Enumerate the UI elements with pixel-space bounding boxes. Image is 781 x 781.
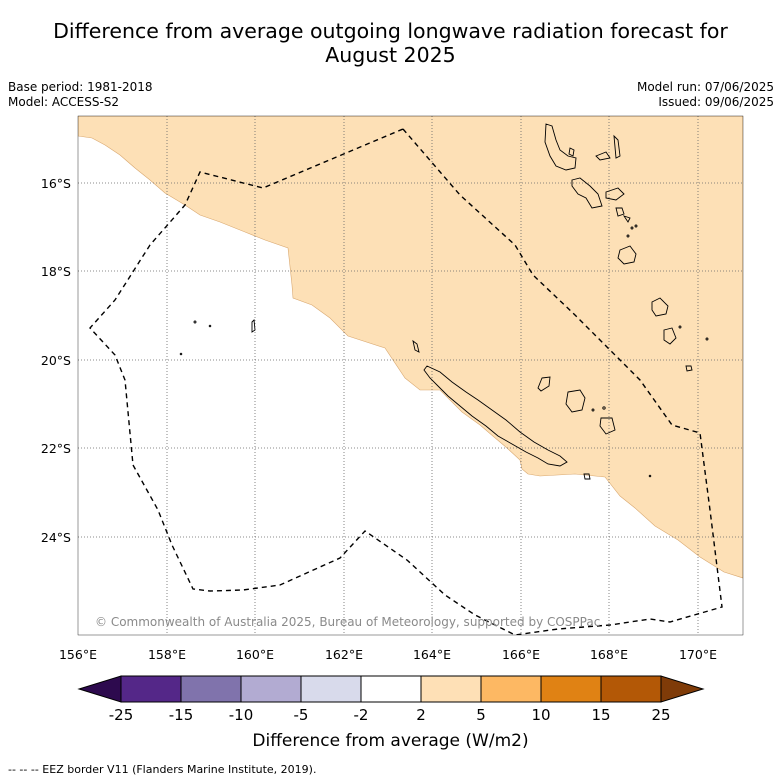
copyright-text: © Commonwealth of Australia 2025, Bureau… — [95, 615, 600, 629]
colorbar-segment — [540, 675, 602, 703]
lon-label: 158°E — [148, 647, 186, 662]
colorbar-segment — [600, 675, 662, 703]
colorbar-label: -25 — [108, 706, 134, 724]
colorbar-segment — [300, 675, 362, 703]
chesterfield-reef-islet — [193, 320, 197, 324]
colorbar-label: 2 — [416, 706, 426, 724]
issued-date-text: Issued: 09/06/2025 — [658, 95, 774, 109]
coastlines — [179, 123, 709, 480]
colorbar-segment — [240, 675, 302, 703]
islet — [634, 224, 638, 228]
malekula-coastline — [571, 177, 603, 209]
run-info: Model run: 07/06/2025 Issued: 09/06/2025 — [637, 80, 774, 110]
erromango-coastline — [651, 297, 669, 317]
map-title: Difference from average outgoing longwav… — [0, 19, 781, 67]
colorbar-label: 5 — [476, 706, 486, 724]
new-caledonia-coastline — [423, 365, 568, 467]
ouvea-coastline — [537, 376, 551, 392]
map-area: © Commonwealth of Australia 2025, Bureau… — [78, 116, 743, 635]
colorbar-label: 10 — [531, 706, 551, 724]
lon-label: 170°E — [679, 647, 717, 662]
aneityum-coastline — [685, 365, 693, 372]
colorbar-label: 15 — [591, 706, 611, 724]
title-line-2: August 2025 — [325, 43, 456, 67]
colorbar-segment — [180, 675, 242, 703]
islet — [602, 406, 606, 410]
pentecost-coastline — [595, 151, 611, 161]
isle-of-pines-coastline — [583, 473, 591, 480]
mare-coastline — [599, 417, 616, 435]
colorbar-label: -10 — [228, 706, 254, 724]
lon-label: 168°E — [590, 647, 628, 662]
colorbar-segment — [480, 675, 542, 703]
colorbar-label: -5 — [293, 706, 309, 724]
colorbar-segment — [120, 675, 182, 703]
belep-islands-coastline — [412, 339, 420, 353]
lon-label: 162°E — [325, 647, 363, 662]
colorbar-segment — [420, 675, 482, 703]
eez-legend-text: -- -- -- EEZ border V11 (Flanders Marine… — [8, 763, 317, 776]
base-period-text: Base period: 1981-2018 — [8, 80, 153, 94]
malo-coastline — [568, 147, 575, 157]
colorbar — [77, 675, 705, 703]
colorbar-max-extend — [660, 675, 705, 703]
ambrym-coastline — [605, 187, 625, 201]
efate-coastline — [617, 245, 637, 265]
tiga-islet — [591, 408, 595, 412]
chesterfield-reef-islet — [208, 324, 212, 328]
islet — [626, 234, 630, 238]
lon-label: 156°E — [59, 647, 97, 662]
bellona-reef-islet — [179, 352, 183, 356]
model-info: Base period: 1981-2018 Model: ACCESS-S2 — [8, 80, 153, 110]
aniwa-islet — [678, 325, 682, 329]
maewo-coastline — [613, 134, 621, 159]
model-run-text: Model run: 07/06/2025 — [636, 80, 774, 94]
espiritu-santo-coastline — [544, 123, 577, 171]
lat-label: 18°S — [41, 264, 71, 279]
colorbar-min-extend — [77, 675, 122, 703]
lat-label: 24°S — [41, 530, 71, 545]
futuna-islet — [705, 337, 709, 341]
colorbar-label: 25 — [651, 706, 671, 724]
epi-coastline — [615, 207, 625, 217]
lon-label: 166°E — [502, 647, 540, 662]
graticule — [78, 116, 743, 635]
shepherd-islands-coastline — [622, 215, 631, 223]
colorbar-title: Difference from average (W/m2) — [252, 731, 529, 751]
lat-label: 16°S — [41, 176, 71, 191]
map-frame — [77, 115, 744, 636]
islet — [630, 226, 634, 230]
walpole-islet — [648, 474, 652, 478]
title-line-1: Difference from average outgoing longwav… — [53, 19, 728, 43]
eez-border — [89, 128, 723, 635]
lat-label: 20°S — [41, 353, 71, 368]
chesterfield-islet — [251, 319, 256, 333]
anomaly-region-2-to-5 — [78, 116, 743, 579]
latitude-labels: 16°S 18°S 20°S 22°S 24°S — [41, 176, 71, 545]
tanna-coastline — [663, 327, 677, 345]
lat-label: 22°S — [41, 441, 71, 456]
lon-label: 160°E — [236, 647, 274, 662]
colorbar-segment — [360, 675, 422, 703]
lifou-coastline — [565, 389, 586, 413]
model-name-text: Model: ACCESS-S2 — [8, 95, 120, 109]
colorbar-label: -15 — [168, 706, 194, 724]
longitude-labels: 156°E 158°E 160°E 162°E 164°E 166°E 168°… — [59, 647, 717, 662]
lon-label: 164°E — [413, 647, 451, 662]
colorbar-label: -2 — [353, 706, 369, 724]
